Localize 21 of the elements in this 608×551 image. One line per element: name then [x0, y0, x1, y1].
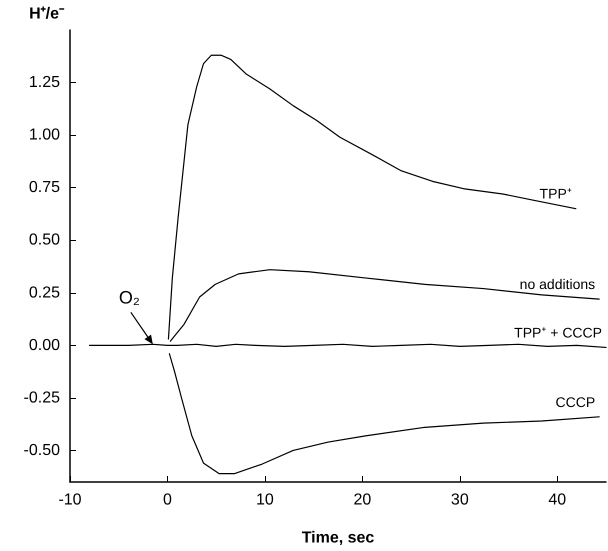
x-tick-label: 30: [450, 492, 469, 508]
x-tick-label: 40: [548, 492, 566, 508]
y-tick-label: 0.00: [28, 336, 60, 354]
y-tick-label: 0.75: [28, 179, 60, 196]
x-tick-label: 20: [353, 492, 372, 508]
series-label: TPP⁺: [540, 186, 572, 202]
annotation: O₂: [118, 287, 140, 308]
y-tick-label: 0.25: [28, 284, 60, 302]
y-axis-title: H⁺/e⁻: [29, 6, 65, 22]
y-tick-label: -0.50: [24, 442, 60, 459]
x-axis-title: Time, sec: [302, 530, 374, 546]
x-tick-label: -10: [58, 492, 82, 508]
x-tick-label: 10: [256, 492, 274, 508]
y-tick-label: 0.50: [28, 232, 60, 249]
y-tick-label: 1.25: [28, 74, 60, 92]
series-label: TPP⁺ + CCCP: [514, 324, 602, 340]
x-tick-label: 0: [163, 492, 172, 508]
series-label: no additions: [520, 276, 596, 292]
series-label: CCCP: [556, 394, 596, 410]
y-tick-label: 1.00: [28, 126, 60, 144]
y-tick-label: -0.25: [24, 389, 60, 406]
